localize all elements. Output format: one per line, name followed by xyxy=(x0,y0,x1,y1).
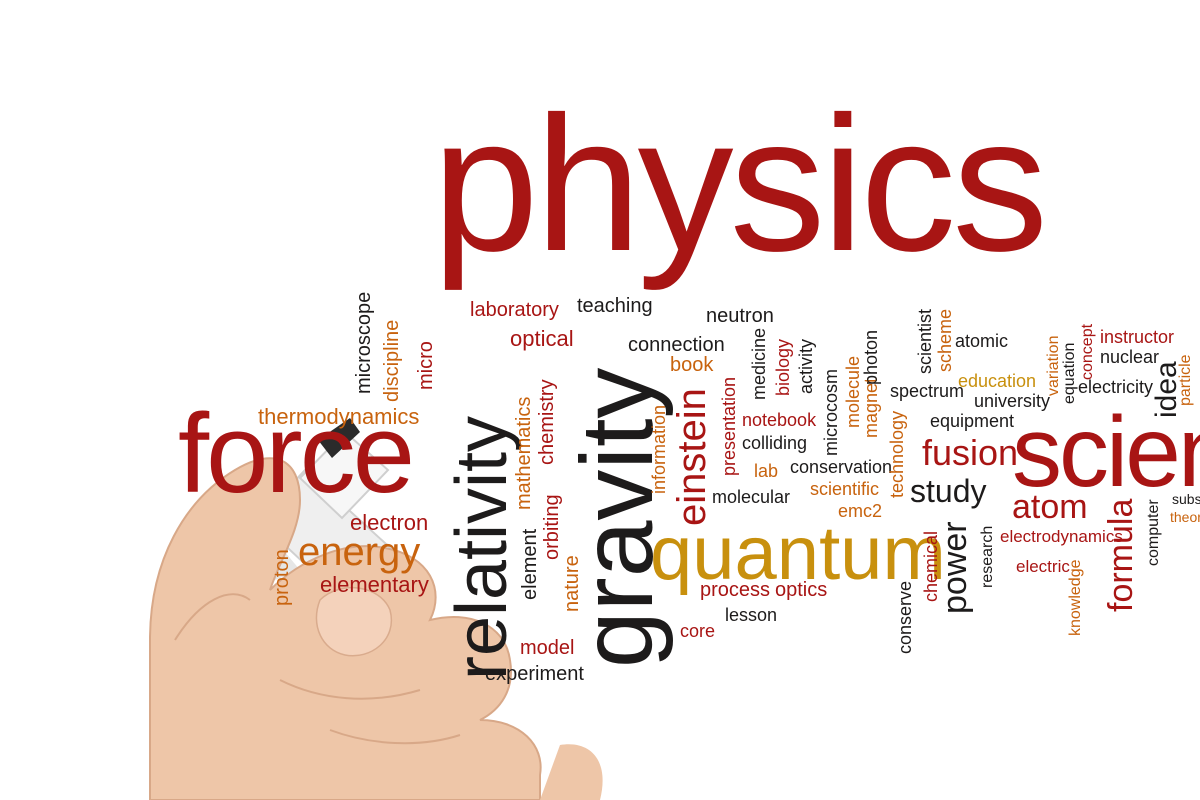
word-energy: energy xyxy=(298,530,421,574)
word-optics: optics xyxy=(775,579,828,601)
word-instructor: instructor xyxy=(1100,327,1175,347)
word-university: university xyxy=(974,391,1051,411)
word-emc2: emc2 xyxy=(838,501,883,521)
word-teaching: teaching xyxy=(577,295,653,317)
word-scientist: scientist xyxy=(915,308,935,374)
word-nuclear: nuclear xyxy=(1100,347,1160,367)
word-power: power xyxy=(936,521,974,614)
word-variation: variation xyxy=(1045,335,1062,396)
word-microscope: microscope xyxy=(353,291,375,394)
word-magnet: magnet xyxy=(861,377,881,438)
word-lesson: lesson xyxy=(725,605,778,625)
word-concept: concept xyxy=(1079,323,1096,380)
word-optical: optical xyxy=(510,326,574,351)
word-nature: nature xyxy=(561,555,583,612)
word-presentation: presentation xyxy=(719,376,739,476)
word-chemical: chemical xyxy=(921,530,941,602)
word-element: element xyxy=(519,528,541,600)
word-conserve: conserve xyxy=(895,580,915,654)
word-study: study xyxy=(910,473,987,509)
word-electron: electron xyxy=(350,510,429,535)
word-discipline: discipline xyxy=(381,319,403,402)
word-chemistry: chemistry xyxy=(536,379,558,465)
word-atomic: atomic xyxy=(955,331,1009,351)
word-orbiting: orbiting xyxy=(541,494,563,560)
word-equipment: equipment xyxy=(930,411,1015,431)
word-education: education xyxy=(958,371,1037,391)
word-electricity: electricity xyxy=(1078,377,1154,397)
word-electrodynamics: electrodynamics xyxy=(1000,527,1123,546)
word-equation: equation xyxy=(1061,342,1078,404)
word-technology: technology xyxy=(887,410,907,498)
word-electric: electric xyxy=(1016,557,1070,576)
word-micro: micro xyxy=(415,341,437,390)
word-neutron: neutron xyxy=(706,305,774,327)
word-computer: computer xyxy=(1145,499,1162,566)
word-microcosm: microcosm xyxy=(821,368,841,456)
word-proton: proton xyxy=(271,549,293,606)
word-model: model xyxy=(520,637,575,659)
word-scien: scien xyxy=(1012,396,1200,508)
word-activity: activity xyxy=(796,338,816,394)
word-molecular: molecular xyxy=(712,487,791,507)
word-conservation: conservation xyxy=(790,457,893,477)
word-spectrum: spectrum xyxy=(890,381,965,401)
word-particle: particle xyxy=(1177,354,1194,406)
word-einstein: einstein xyxy=(670,388,714,526)
word-core: core xyxy=(680,621,716,641)
word-book: book xyxy=(670,354,714,376)
word-process: process xyxy=(700,579,771,601)
word-fusion: fusion xyxy=(922,432,1019,473)
word-experiment: experiment xyxy=(485,663,584,685)
word-force: force xyxy=(178,391,415,516)
word-knowledge: knowledge xyxy=(1067,559,1084,637)
word-connection: connection xyxy=(628,334,725,356)
word-information: information xyxy=(649,404,669,494)
word-mathematics: mathematics xyxy=(513,396,535,510)
word-research: research xyxy=(979,525,996,588)
word-biology: biology xyxy=(773,338,793,396)
word-quantum: quantum xyxy=(650,511,946,596)
word-lab: lab xyxy=(754,461,779,481)
word-scheme: scheme xyxy=(935,308,955,372)
word-formula: formula xyxy=(1102,498,1140,612)
word-photon: photon xyxy=(861,329,881,385)
word-notebook: notebook xyxy=(742,410,817,430)
word-colliding: colliding xyxy=(742,433,808,453)
word-thermodynamics: thermodynamics xyxy=(258,404,420,429)
word-subs: subs xyxy=(1172,491,1200,507)
hand-illustration xyxy=(149,457,603,800)
word-theor: theor xyxy=(1170,509,1200,525)
word-molecule: molecule xyxy=(843,355,863,428)
word-physics: physics xyxy=(432,76,1048,291)
word-atom: atom xyxy=(1012,488,1088,526)
word-scientific: scientific xyxy=(810,479,880,499)
word-medicine: medicine xyxy=(749,327,769,400)
word-relativity: relativity xyxy=(442,415,522,680)
word-elementary: elementary xyxy=(320,572,429,597)
word-laboratory: laboratory xyxy=(470,299,559,321)
